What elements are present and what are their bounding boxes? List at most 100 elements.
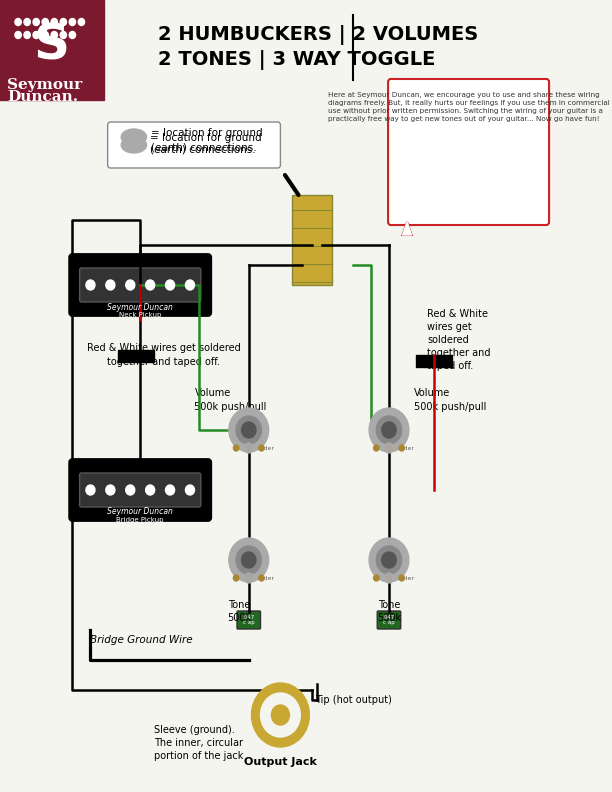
- Text: Tone
500k: Tone 500k: [377, 600, 401, 623]
- Circle shape: [373, 445, 379, 451]
- FancyBboxPatch shape: [237, 611, 261, 629]
- Text: Neck Pickup: Neck Pickup: [119, 312, 162, 318]
- Circle shape: [106, 485, 115, 495]
- Bar: [118, 350, 154, 362]
- Circle shape: [242, 422, 256, 438]
- Text: 2 HUMBUCKERS | 2 VOLUMES: 2 HUMBUCKERS | 2 VOLUMES: [159, 25, 479, 45]
- Circle shape: [60, 32, 67, 39]
- FancyBboxPatch shape: [80, 268, 201, 302]
- Circle shape: [376, 546, 401, 574]
- FancyBboxPatch shape: [388, 79, 549, 225]
- Circle shape: [146, 280, 155, 290]
- Circle shape: [106, 280, 115, 290]
- Circle shape: [236, 546, 261, 574]
- Polygon shape: [403, 222, 412, 235]
- Circle shape: [233, 445, 239, 451]
- Text: Red & White wires get soldered
together and taped off.: Red & White wires get soldered together …: [87, 344, 241, 367]
- Text: Bridge Ground Wire: Bridge Ground Wire: [91, 635, 193, 645]
- Circle shape: [42, 32, 48, 39]
- Circle shape: [246, 575, 252, 581]
- Circle shape: [242, 552, 256, 568]
- Text: Volume
500k push/pull: Volume 500k push/pull: [195, 388, 267, 412]
- Circle shape: [24, 32, 31, 39]
- FancyBboxPatch shape: [80, 473, 201, 507]
- Circle shape: [384, 443, 394, 453]
- Circle shape: [51, 32, 58, 39]
- Text: .047
c ap: .047 c ap: [242, 615, 255, 626]
- Text: Red & White
wires get
soldered
together and
taped off.: Red & White wires get soldered together …: [427, 309, 490, 371]
- Circle shape: [33, 18, 39, 25]
- Text: Solder: Solder: [254, 445, 274, 451]
- Text: Solder: Solder: [394, 445, 414, 451]
- Circle shape: [69, 32, 75, 39]
- Ellipse shape: [121, 129, 146, 145]
- Text: Seymour: Seymour: [7, 78, 83, 92]
- Text: = location for ground
(earth) connections.: = location for ground (earth) connection…: [151, 128, 263, 152]
- Text: Volume
500k push/pull: Volume 500k push/pull: [414, 388, 487, 412]
- Text: Bridge Pickup: Bridge Pickup: [116, 517, 164, 523]
- Bar: [292, 195, 332, 285]
- Text: Seymour Duncan: Seymour Duncan: [107, 303, 173, 311]
- Circle shape: [229, 538, 269, 582]
- Circle shape: [86, 485, 95, 495]
- Text: Duncan.: Duncan.: [7, 90, 78, 104]
- Text: Tone
500k: Tone 500k: [228, 600, 252, 623]
- Circle shape: [271, 705, 289, 725]
- Circle shape: [382, 552, 396, 568]
- Circle shape: [244, 573, 253, 583]
- Circle shape: [185, 280, 195, 290]
- Circle shape: [399, 575, 405, 581]
- Circle shape: [229, 408, 269, 452]
- Text: Sleeve (ground).
The inner, circular
portion of the jack: Sleeve (ground). The inner, circular por…: [154, 725, 243, 761]
- Circle shape: [233, 575, 239, 581]
- Circle shape: [376, 416, 401, 444]
- Circle shape: [261, 693, 300, 737]
- Circle shape: [386, 445, 392, 451]
- Circle shape: [382, 422, 396, 438]
- Text: 2 TONES | 3 WAY TOGGLE: 2 TONES | 3 WAY TOGGLE: [159, 50, 436, 70]
- FancyBboxPatch shape: [108, 122, 280, 168]
- Circle shape: [125, 485, 135, 495]
- Circle shape: [15, 18, 21, 25]
- Circle shape: [386, 575, 392, 581]
- Text: Solder: Solder: [394, 576, 414, 581]
- Text: Solder: Solder: [254, 576, 274, 581]
- Text: .047
c ap: .047 c ap: [383, 615, 395, 626]
- Ellipse shape: [121, 137, 146, 153]
- Text: Here at Seymour Duncan, we encourage you to use and share these wiring diagrams : Here at Seymour Duncan, we encourage you…: [327, 92, 610, 122]
- Circle shape: [15, 32, 21, 39]
- Circle shape: [236, 416, 261, 444]
- Circle shape: [69, 18, 75, 25]
- Text: S: S: [34, 21, 70, 69]
- FancyBboxPatch shape: [377, 611, 401, 629]
- Bar: [0, 0, 104, 100]
- Circle shape: [33, 32, 39, 39]
- Circle shape: [246, 445, 252, 451]
- Circle shape: [185, 485, 195, 495]
- Circle shape: [244, 443, 253, 453]
- Circle shape: [252, 683, 309, 747]
- Circle shape: [259, 445, 264, 451]
- Circle shape: [384, 573, 394, 583]
- Circle shape: [60, 18, 67, 25]
- Circle shape: [369, 408, 409, 452]
- Circle shape: [42, 18, 48, 25]
- FancyBboxPatch shape: [70, 459, 211, 520]
- Text: = location for ground
(earth) connections.: = location for ground (earth) connection…: [150, 133, 262, 154]
- Circle shape: [125, 280, 135, 290]
- Circle shape: [259, 575, 264, 581]
- Circle shape: [369, 538, 409, 582]
- Circle shape: [51, 18, 58, 25]
- Circle shape: [373, 575, 379, 581]
- Circle shape: [165, 280, 174, 290]
- FancyBboxPatch shape: [70, 254, 211, 315]
- Text: Output Jack: Output Jack: [244, 757, 317, 767]
- Circle shape: [146, 485, 155, 495]
- Bar: [416, 355, 452, 367]
- Text: Tip (hot output): Tip (hot output): [315, 695, 392, 705]
- Text: Seymour Duncan: Seymour Duncan: [107, 508, 173, 516]
- Circle shape: [86, 280, 95, 290]
- Circle shape: [78, 18, 84, 25]
- Circle shape: [165, 485, 174, 495]
- Circle shape: [399, 445, 405, 451]
